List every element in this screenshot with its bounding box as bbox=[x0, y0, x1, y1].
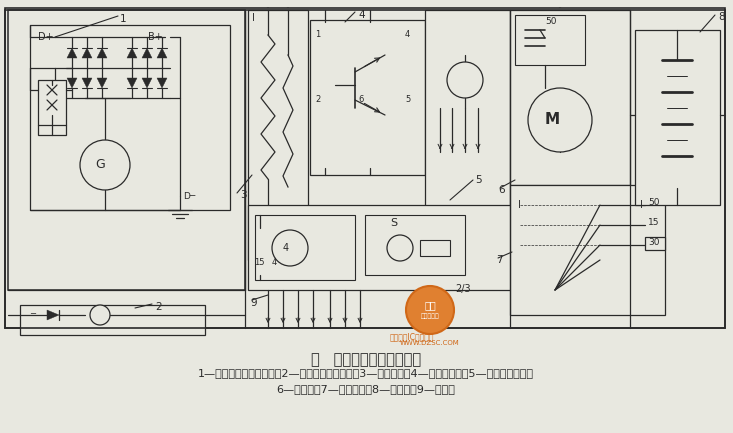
Circle shape bbox=[265, 7, 270, 13]
Polygon shape bbox=[82, 48, 92, 58]
Circle shape bbox=[387, 235, 413, 261]
Circle shape bbox=[254, 19, 259, 25]
Text: 4: 4 bbox=[283, 243, 289, 253]
Bar bbox=[20, 305, 205, 335]
Text: 4: 4 bbox=[405, 30, 410, 39]
Polygon shape bbox=[157, 48, 167, 58]
Circle shape bbox=[285, 7, 290, 13]
Text: B+: B+ bbox=[148, 32, 163, 42]
Text: WWW.DZSC.COM: WWW.DZSC.COM bbox=[400, 340, 460, 346]
Circle shape bbox=[177, 194, 183, 198]
Bar bbox=[515, 15, 585, 65]
Bar bbox=[310, 20, 425, 175]
Circle shape bbox=[528, 88, 592, 152]
Polygon shape bbox=[142, 78, 152, 88]
Circle shape bbox=[674, 28, 679, 32]
Text: 6—起动机；7—点火开关；8—蓄电池；9—火花塞: 6—起动机；7—点火开关；8—蓄电池；9—火花塞 bbox=[276, 384, 455, 394]
Circle shape bbox=[323, 165, 328, 171]
Circle shape bbox=[674, 203, 679, 207]
Text: 50: 50 bbox=[648, 198, 660, 207]
Circle shape bbox=[447, 62, 483, 98]
Bar bbox=[420, 240, 450, 256]
Text: 维库: 维库 bbox=[424, 300, 436, 310]
Text: 1—发电机及电压调节器；2—发电机故障指示灯；3—点火线圈；4—点火控制器；5—无触点分电器；: 1—发电机及电压调节器；2—发电机故障指示灯；3—点火线圈；4—点火控制器；5—… bbox=[198, 368, 534, 378]
Bar bbox=[248, 10, 308, 260]
Bar bbox=[5, 8, 725, 328]
Bar bbox=[8, 10, 245, 290]
Polygon shape bbox=[97, 48, 107, 58]
Circle shape bbox=[90, 305, 110, 325]
Text: 5: 5 bbox=[475, 175, 482, 185]
Bar bbox=[255, 215, 355, 280]
Text: 4: 4 bbox=[358, 10, 364, 20]
Bar bbox=[510, 185, 665, 315]
Text: ─: ─ bbox=[30, 308, 35, 317]
Polygon shape bbox=[67, 78, 77, 88]
Polygon shape bbox=[67, 48, 77, 58]
Polygon shape bbox=[157, 78, 167, 88]
Polygon shape bbox=[127, 48, 137, 58]
Polygon shape bbox=[82, 78, 92, 88]
Polygon shape bbox=[127, 78, 137, 88]
Polygon shape bbox=[142, 48, 152, 58]
Text: 8: 8 bbox=[718, 12, 725, 22]
Text: I: I bbox=[252, 13, 255, 23]
Circle shape bbox=[597, 223, 603, 227]
Text: I: I bbox=[518, 200, 521, 210]
Text: 9: 9 bbox=[250, 298, 257, 308]
Bar bbox=[38, 80, 66, 135]
Text: I: I bbox=[640, 200, 643, 210]
Text: D+: D+ bbox=[38, 32, 54, 42]
Circle shape bbox=[367, 19, 372, 25]
Bar bbox=[248, 205, 513, 290]
Text: 6: 6 bbox=[358, 95, 364, 104]
Text: 5: 5 bbox=[405, 95, 410, 104]
Text: 50: 50 bbox=[545, 17, 556, 26]
Circle shape bbox=[597, 203, 603, 207]
Text: 2/3: 2/3 bbox=[455, 284, 471, 294]
Text: 图   电源、启动、点火电路: 图 电源、启动、点火电路 bbox=[311, 352, 421, 367]
Text: 2: 2 bbox=[315, 95, 320, 104]
Circle shape bbox=[243, 313, 248, 317]
Circle shape bbox=[597, 242, 603, 248]
Text: S: S bbox=[390, 218, 397, 228]
Bar bbox=[510, 10, 630, 185]
Text: 3: 3 bbox=[240, 190, 246, 200]
Circle shape bbox=[367, 165, 372, 171]
Text: G: G bbox=[95, 158, 105, 171]
Bar bbox=[30, 25, 230, 210]
Circle shape bbox=[323, 19, 328, 25]
Text: M: M bbox=[545, 113, 559, 127]
Circle shape bbox=[272, 230, 308, 266]
Circle shape bbox=[558, 7, 562, 13]
Text: 1: 1 bbox=[120, 14, 127, 24]
Text: 7: 7 bbox=[496, 255, 503, 265]
Text: 15: 15 bbox=[648, 218, 660, 227]
Text: 全球最大IC采购网站: 全球最大IC采购网站 bbox=[390, 332, 435, 341]
Circle shape bbox=[6, 313, 10, 317]
Polygon shape bbox=[47, 310, 59, 320]
Text: 15: 15 bbox=[254, 258, 265, 267]
Text: 4: 4 bbox=[272, 258, 277, 267]
Bar bbox=[635, 30, 720, 205]
Text: 2: 2 bbox=[155, 302, 161, 312]
Text: 6: 6 bbox=[498, 185, 504, 195]
Circle shape bbox=[53, 35, 57, 39]
Bar bbox=[645, 237, 665, 250]
Polygon shape bbox=[97, 78, 107, 88]
Text: D─: D─ bbox=[183, 192, 195, 201]
Circle shape bbox=[553, 288, 558, 293]
Circle shape bbox=[80, 140, 130, 190]
Text: 30: 30 bbox=[648, 238, 660, 247]
Circle shape bbox=[406, 286, 454, 334]
Text: 电子市场网: 电子市场网 bbox=[421, 313, 439, 319]
Text: 1: 1 bbox=[315, 30, 320, 39]
Bar bbox=[365, 215, 465, 275]
Circle shape bbox=[163, 35, 168, 39]
Bar bbox=[425, 10, 510, 210]
